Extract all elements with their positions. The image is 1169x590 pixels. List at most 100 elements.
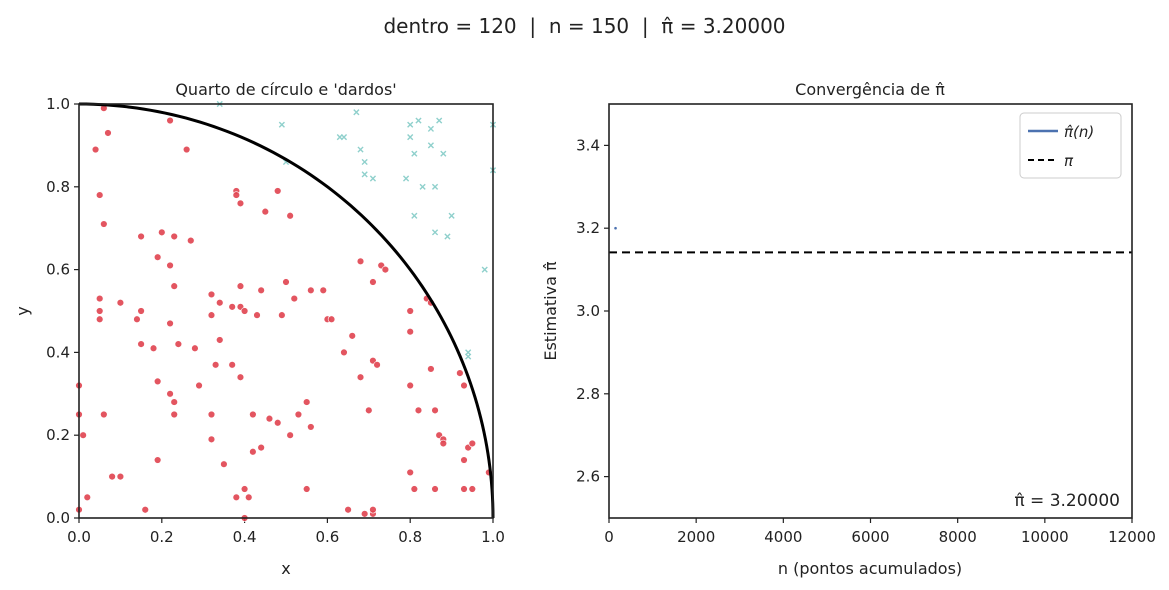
inside-point bbox=[286, 212, 294, 220]
inside-point bbox=[261, 207, 269, 216]
convergence-title: Convergência de π̂ bbox=[795, 80, 945, 99]
outside-point bbox=[402, 175, 410, 182]
inside-point bbox=[116, 472, 125, 481]
inside-point bbox=[182, 145, 191, 154]
inside-point bbox=[95, 191, 104, 199]
inside-point bbox=[274, 419, 282, 427]
inside-point bbox=[170, 398, 178, 406]
inside-point bbox=[307, 423, 315, 431]
inside-point bbox=[170, 232, 178, 241]
inside-point bbox=[439, 439, 448, 448]
legend-series-label: π̂(n) bbox=[1064, 123, 1094, 141]
inside-point bbox=[406, 307, 414, 315]
inside-point bbox=[373, 361, 381, 369]
inside-point bbox=[216, 336, 224, 344]
scatter-y-tick-label: 1.0 bbox=[46, 95, 70, 113]
scatter-y-label: y bbox=[13, 306, 32, 315]
inside-point bbox=[228, 361, 236, 369]
inside-point bbox=[406, 381, 414, 390]
inside-point bbox=[240, 307, 249, 315]
inside-point bbox=[253, 311, 261, 319]
inside-point bbox=[170, 410, 178, 419]
inside-point bbox=[278, 311, 286, 319]
inside-point bbox=[166, 261, 174, 270]
inside-point bbox=[153, 456, 162, 464]
inside-point bbox=[356, 373, 365, 381]
inside-point bbox=[195, 381, 203, 390]
outside-point bbox=[465, 353, 472, 360]
inside-point bbox=[257, 286, 265, 294]
scatter-y-tick-label: 0.4 bbox=[46, 343, 70, 361]
outside-point bbox=[353, 109, 360, 116]
inside-point bbox=[153, 253, 162, 261]
outside-point bbox=[415, 117, 422, 124]
inside-point bbox=[166, 116, 174, 125]
scatter-y-tick-label: 0.0 bbox=[46, 509, 70, 527]
outside-point bbox=[407, 121, 414, 128]
outside-point bbox=[436, 117, 443, 124]
scatter-x-tick-label: 0.8 bbox=[398, 528, 422, 546]
scatter-x-label: x bbox=[281, 559, 290, 578]
inside-point bbox=[460, 456, 468, 464]
outside-point bbox=[361, 171, 368, 178]
convergence-y-tick-label: 2.6 bbox=[576, 468, 600, 486]
inside-point bbox=[228, 303, 236, 311]
convergence-axes-frame bbox=[608, 103, 1133, 519]
inside-point bbox=[116, 299, 125, 307]
inside-point bbox=[211, 361, 220, 369]
inside-point bbox=[108, 472, 116, 481]
convergence-x-tick-label: 8000 bbox=[939, 528, 977, 546]
inside-point bbox=[381, 265, 390, 274]
outside-point bbox=[431, 229, 439, 236]
inside-point bbox=[369, 278, 377, 286]
scatter-title: Quarto de círculo e 'dardos' bbox=[175, 80, 396, 99]
convergence-x-tick-label: 6000 bbox=[851, 528, 889, 546]
inside-point bbox=[141, 506, 149, 514]
inside-point bbox=[100, 220, 108, 228]
inside-point bbox=[232, 191, 241, 199]
inside-point bbox=[220, 460, 228, 468]
inside-point bbox=[95, 307, 104, 315]
inside-point bbox=[207, 290, 216, 299]
outside-point bbox=[361, 158, 368, 166]
inside-point bbox=[240, 485, 249, 493]
convergence-y-tick-label: 3.0 bbox=[576, 302, 600, 320]
inside-point bbox=[83, 493, 91, 501]
convergence-x-tick-label: 4000 bbox=[764, 528, 802, 546]
inside-point bbox=[344, 506, 352, 514]
outside-point bbox=[444, 233, 451, 240]
inside-point bbox=[290, 294, 298, 303]
inside-point bbox=[187, 236, 195, 245]
legend-pi-label: π bbox=[1064, 152, 1074, 170]
inside-point bbox=[468, 439, 476, 448]
inside-point bbox=[265, 414, 274, 423]
inside-point bbox=[149, 344, 158, 352]
inside-point bbox=[327, 315, 336, 323]
inside-point bbox=[282, 278, 290, 286]
inside-point bbox=[158, 228, 166, 237]
inside-point bbox=[348, 332, 356, 340]
inside-point bbox=[414, 406, 423, 415]
inside-point bbox=[406, 468, 414, 477]
inside-point bbox=[286, 431, 294, 439]
outside-point bbox=[427, 125, 434, 132]
figure-title: dentro = 120 | n = 150 | π̂ = 3.20000 bbox=[383, 14, 786, 38]
convergence-y-tick-label: 2.8 bbox=[576, 385, 600, 403]
outside-point bbox=[481, 266, 488, 273]
inside-point bbox=[249, 448, 257, 456]
inside-point bbox=[356, 257, 365, 266]
scatter-y-tick-label: 0.2 bbox=[46, 426, 70, 444]
scatter-x-tick-label: 0.6 bbox=[315, 528, 339, 546]
inside-point bbox=[274, 187, 282, 195]
outside-point bbox=[448, 212, 455, 219]
inside-point bbox=[365, 406, 373, 415]
outside-point bbox=[440, 150, 447, 157]
inside-point bbox=[460, 381, 468, 390]
inside-point bbox=[207, 311, 216, 319]
inside-point bbox=[431, 485, 439, 493]
convergence-x-tick-label: 2000 bbox=[677, 528, 715, 546]
convergence-x-tick-label: 0 bbox=[604, 528, 614, 546]
inside-point bbox=[236, 282, 245, 290]
scatter-x-tick-label: 1.0 bbox=[481, 528, 505, 546]
